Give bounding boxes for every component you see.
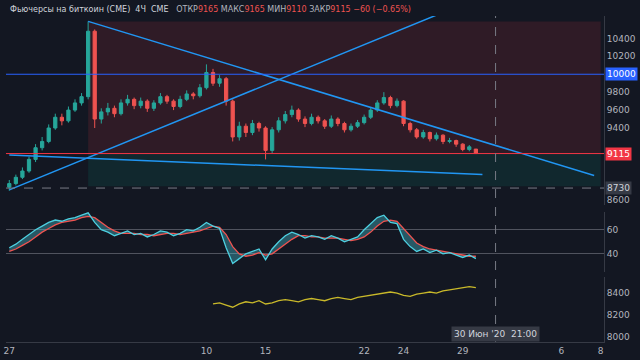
svg-text:40: 40 <box>607 249 619 259</box>
svg-text:8200: 8200 <box>607 310 630 320</box>
svg-text:27: 27 <box>4 346 15 356</box>
svg-text:9800: 9800 <box>607 87 630 97</box>
svg-text:8: 8 <box>598 346 604 356</box>
svg-text:6: 6 <box>558 346 564 356</box>
svg-text:10400: 10400 <box>607 34 636 44</box>
svg-text:9115: 9115 <box>607 149 630 159</box>
svg-text:30 Июн '20 21:00: 30 Июн '20 21:00 <box>454 329 537 339</box>
svg-text:29: 29 <box>457 346 469 356</box>
svg-text:Фьючерсы на биткоин (CME) 4Ч: Фьючерсы на биткоин (CME) 4Ч CME ОТКР916… <box>10 5 411 14</box>
svg-text:10200: 10200 <box>607 51 636 61</box>
svg-text:10000: 10000 <box>607 69 636 79</box>
svg-text:22: 22 <box>358 346 369 356</box>
svg-text:10: 10 <box>201 346 213 356</box>
svg-text:15: 15 <box>260 346 271 356</box>
svg-text:8600: 8600 <box>607 195 630 205</box>
svg-text:8730: 8730 <box>607 183 630 193</box>
svg-text:24: 24 <box>398 346 410 356</box>
svg-text:60: 60 <box>607 225 619 235</box>
svg-text:8000: 8000 <box>607 332 630 342</box>
svg-text:9400: 9400 <box>607 123 630 133</box>
svg-text:8400: 8400 <box>607 288 630 298</box>
svg-text:9600: 9600 <box>607 105 630 115</box>
